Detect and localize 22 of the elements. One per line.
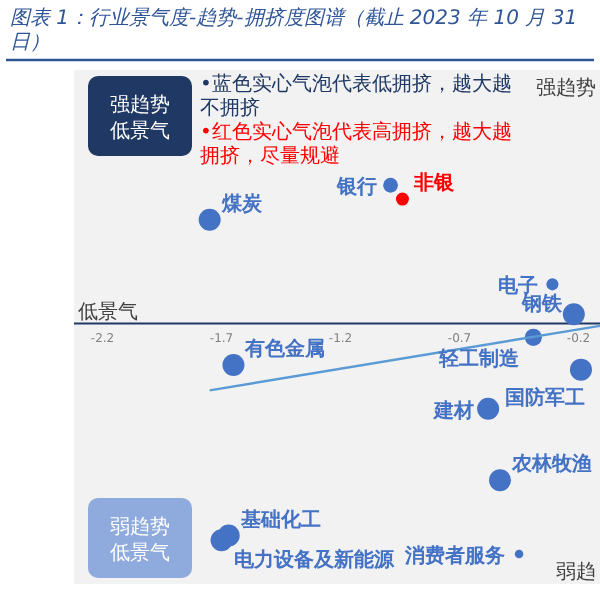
text: 低景气: [110, 119, 170, 143]
annotation: 低景气: [110, 541, 170, 565]
annotation: 农林牧渔: [510, 452, 593, 477]
annotation: 银行: [334, 175, 377, 200]
annotation: 电力设备及新能源: [233, 548, 396, 573]
chart-title: 图表 1：行业景气度-趋势-拥挤度图谱（截止 2023 年 10 月 31 日）: [10, 6, 578, 54]
annotation: 钢铁: [519, 292, 564, 317]
text: 弱趋: [556, 560, 596, 584]
annotation: 国防军工: [504, 385, 585, 410]
text: 强趋势: [536, 76, 596, 100]
annotation: 建材: [432, 398, 475, 423]
text: 强趋势: [110, 93, 170, 117]
annotation: 基础化工: [238, 507, 321, 532]
annotation: 有色金属: [243, 337, 326, 362]
annotation: 非银: [412, 171, 457, 196]
annotation: 弱趋势: [110, 515, 170, 539]
annotation: 低景气: [78, 299, 138, 324]
annotation: 消费者服务: [403, 544, 506, 569]
text: •红色实心气泡代表高拥挤，越大越拥挤，尽量规避: [200, 120, 512, 168]
annotation: 轻工制造: [437, 347, 522, 372]
annotation: 煤炭: [219, 191, 264, 216]
text: •蓝色实心气泡代表低拥挤，越大越不拥挤: [200, 72, 512, 120]
